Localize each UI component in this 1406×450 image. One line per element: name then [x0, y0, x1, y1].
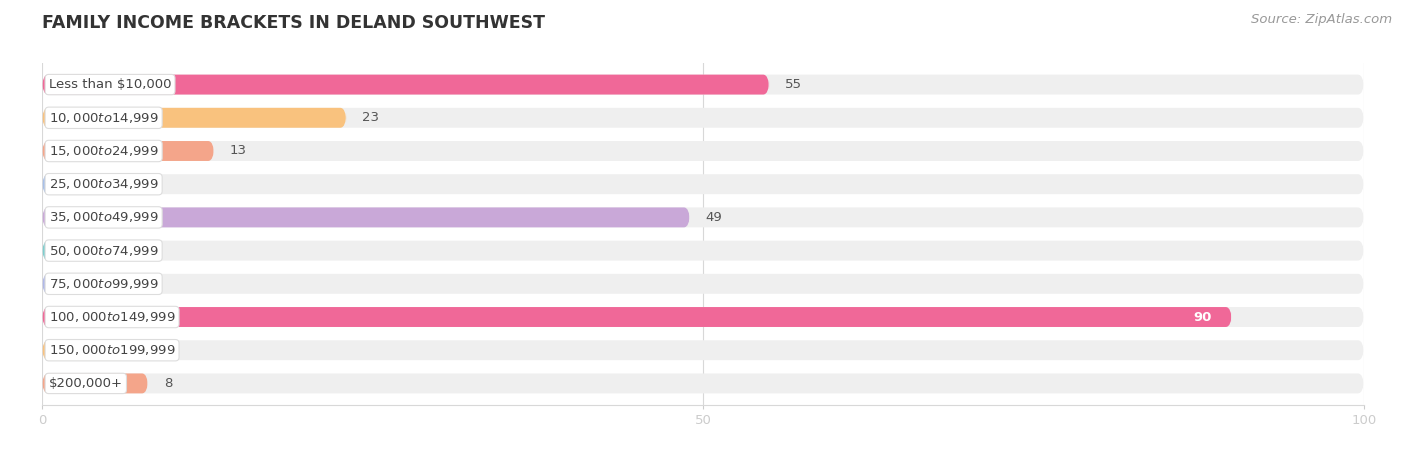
- Text: $200,000+: $200,000+: [49, 377, 122, 390]
- Text: 49: 49: [706, 211, 723, 224]
- FancyBboxPatch shape: [42, 75, 1364, 94]
- Text: $150,000 to $199,999: $150,000 to $199,999: [49, 343, 176, 357]
- Text: 23: 23: [361, 111, 380, 124]
- Text: 0: 0: [143, 277, 152, 290]
- Text: 0: 0: [143, 178, 152, 191]
- Text: 13: 13: [229, 144, 247, 158]
- FancyBboxPatch shape: [42, 274, 128, 294]
- Text: $10,000 to $14,999: $10,000 to $14,999: [49, 111, 159, 125]
- FancyBboxPatch shape: [42, 108, 1364, 128]
- FancyBboxPatch shape: [42, 141, 214, 161]
- FancyBboxPatch shape: [42, 75, 769, 94]
- Text: $75,000 to $99,999: $75,000 to $99,999: [49, 277, 159, 291]
- Text: 0: 0: [143, 344, 152, 357]
- FancyBboxPatch shape: [42, 274, 1364, 294]
- FancyBboxPatch shape: [42, 141, 1364, 161]
- Text: $15,000 to $24,999: $15,000 to $24,999: [49, 144, 159, 158]
- Text: 0: 0: [143, 244, 152, 257]
- Text: FAMILY INCOME BRACKETS IN DELAND SOUTHWEST: FAMILY INCOME BRACKETS IN DELAND SOUTHWE…: [42, 14, 546, 32]
- FancyBboxPatch shape: [42, 307, 1364, 327]
- Text: $25,000 to $34,999: $25,000 to $34,999: [49, 177, 159, 191]
- FancyBboxPatch shape: [42, 207, 1364, 227]
- Text: $100,000 to $149,999: $100,000 to $149,999: [49, 310, 176, 324]
- Text: Source: ZipAtlas.com: Source: ZipAtlas.com: [1251, 14, 1392, 27]
- Text: 90: 90: [1194, 310, 1212, 324]
- Text: $35,000 to $49,999: $35,000 to $49,999: [49, 211, 159, 225]
- FancyBboxPatch shape: [42, 207, 690, 227]
- FancyBboxPatch shape: [42, 174, 128, 194]
- Text: 8: 8: [163, 377, 172, 390]
- FancyBboxPatch shape: [42, 108, 346, 128]
- FancyBboxPatch shape: [42, 307, 1232, 327]
- FancyBboxPatch shape: [42, 241, 128, 261]
- FancyBboxPatch shape: [42, 174, 1364, 194]
- FancyBboxPatch shape: [42, 241, 1364, 261]
- Text: Less than $10,000: Less than $10,000: [49, 78, 172, 91]
- Text: $50,000 to $74,999: $50,000 to $74,999: [49, 243, 159, 257]
- FancyBboxPatch shape: [42, 340, 1364, 360]
- Text: 55: 55: [785, 78, 801, 91]
- FancyBboxPatch shape: [42, 374, 1364, 393]
- FancyBboxPatch shape: [42, 340, 128, 360]
- FancyBboxPatch shape: [42, 374, 148, 393]
